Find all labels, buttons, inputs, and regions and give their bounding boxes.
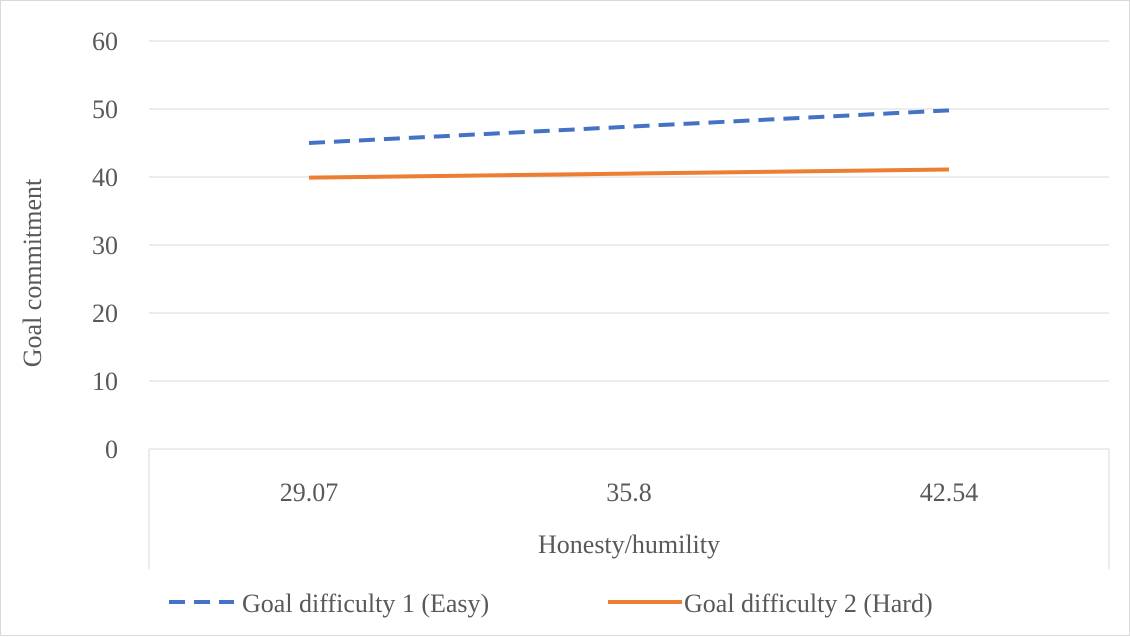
- y-tick-label: 0: [105, 435, 118, 464]
- y-tick-label: 20: [92, 299, 118, 328]
- x-axis-title: Honesty/humility: [538, 530, 720, 559]
- y-axis-tick-labels: 0 10 20 30 40 50 60: [92, 27, 118, 464]
- y-tick-label: 40: [92, 163, 118, 192]
- x-tick-label: 35.8: [606, 478, 652, 507]
- legend: Goal difficulty 1 (Easy) Goal difficulty …: [169, 589, 933, 618]
- series-lines: [309, 110, 949, 178]
- y-tick-label: 60: [92, 27, 118, 56]
- legend-label-2: Goal difficulty 2 (Hard): [684, 589, 933, 618]
- legend-label-1: Goal difficulty 1 (Easy): [242, 589, 489, 618]
- y-tick-label: 50: [92, 95, 118, 124]
- y-tick-label: 30: [92, 231, 118, 260]
- y-axis-title: Goal commitment: [18, 178, 47, 367]
- y-tick-label: 10: [92, 367, 118, 396]
- x-tick-label: 29.07: [280, 478, 339, 507]
- x-tick-label: 42.54: [920, 478, 979, 507]
- gridlines: [149, 41, 1109, 381]
- x-axis-tick-labels: 29.07 35.8 42.54: [280, 478, 979, 507]
